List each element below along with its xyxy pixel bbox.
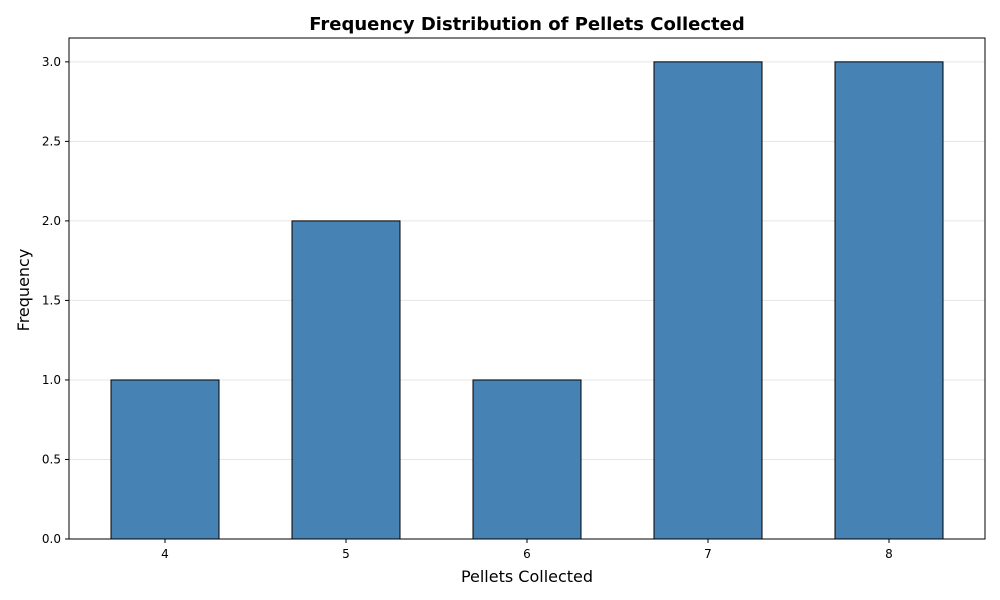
tick-layer: 0.0 0.5 1.0 1.5 2.0 2.5 3.0 4 5 6 7 8 <box>42 55 893 561</box>
bar-8 <box>834 61 944 540</box>
bar-6 <box>472 379 582 540</box>
y-tick-label: 2.5 <box>42 134 61 148</box>
y-axis-label: Frequency <box>14 249 33 332</box>
chart-title: Frequency Distribution of Pellets Collec… <box>309 14 745 35</box>
y-tick-label: 2.0 <box>42 214 61 228</box>
x-axis-label: Pellets Collected <box>461 567 593 586</box>
x-tick-label: 5 <box>342 547 350 561</box>
y-tick-label: 1.0 <box>42 373 61 387</box>
bar-7 <box>653 61 763 540</box>
grid-layer <box>69 61 985 460</box>
bar-5 <box>291 220 401 540</box>
y-tick-label: 0.0 <box>42 532 61 546</box>
bar-4 <box>110 379 220 540</box>
y-tick-label: 1.5 <box>42 293 61 307</box>
bar-layer <box>110 61 944 540</box>
y-tick-label: 3.0 <box>42 55 61 69</box>
x-tick-label: 8 <box>885 547 893 561</box>
x-tick-label: 7 <box>704 547 712 561</box>
x-tick-label: 4 <box>161 547 169 561</box>
x-tick-label: 6 <box>523 547 531 561</box>
y-tick-label: 0.5 <box>42 452 61 466</box>
